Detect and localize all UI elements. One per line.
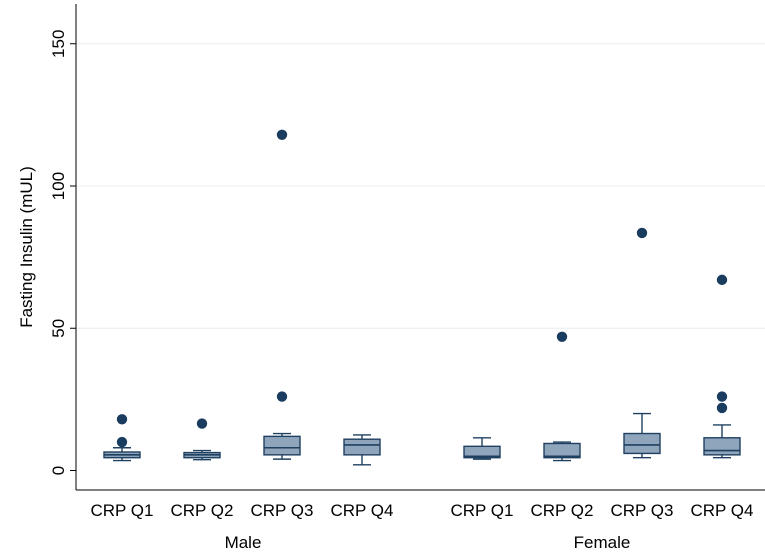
label-layer: 0 50 100 150 Fasting Insulin (mUL) CRP Q1 CRP …: [17, 30, 754, 552]
y-tick-label: 150: [49, 30, 68, 58]
outlier-point: [276, 391, 288, 402]
y-tick-label: 50: [49, 319, 68, 338]
x-category-label: CRP Q2: [171, 501, 234, 520]
outlier-point: [196, 418, 208, 429]
outlier-point: [116, 414, 128, 425]
y-tick-label: 100: [49, 172, 68, 200]
outlier-point: [716, 274, 728, 286]
outlier-point: [276, 129, 288, 140]
x-category-label: CRP Q4: [331, 501, 394, 520]
x-category-label: CRP Q2: [531, 501, 594, 520]
box: [343, 438, 381, 456]
outlier-point: [636, 227, 648, 239]
box: [543, 442, 581, 459]
box: [703, 437, 741, 456]
x-category-label: CRP Q1: [451, 501, 514, 520]
outlier-point: [716, 391, 728, 402]
x-category-label: CRP Q4: [691, 501, 754, 520]
x-category-label: CRP Q3: [251, 501, 314, 520]
x-group-label: Male: [225, 533, 262, 552]
box-layer: [103, 129, 741, 466]
grid-layer: [77, 43, 765, 329]
y-axis-title: Fasting Insulin (mUL): [17, 166, 36, 328]
x-category-label: CRP Q3: [611, 501, 674, 520]
box: [263, 435, 301, 456]
outlier-point: [556, 331, 568, 342]
box: [623, 432, 661, 455]
y-tick-label: 0: [49, 466, 68, 475]
axis-layer: [70, 4, 765, 491]
outlier-point: [716, 402, 728, 414]
x-group-label: Female: [574, 533, 631, 552]
x-category-label: CRP Q1: [91, 501, 154, 520]
outlier-point: [116, 436, 128, 448]
box: [463, 445, 501, 459]
